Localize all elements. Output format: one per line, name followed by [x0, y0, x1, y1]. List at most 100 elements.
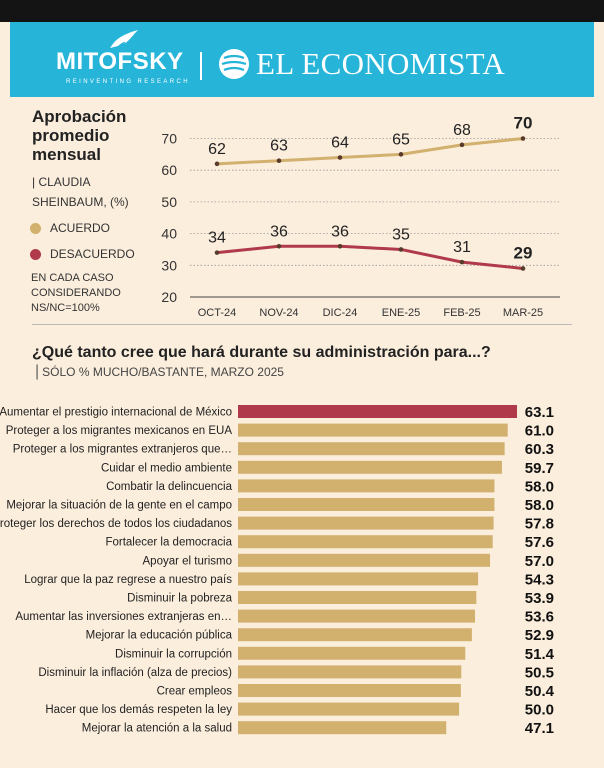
bar-value-label: 63.1: [525, 404, 554, 421]
bar: [238, 646, 466, 660]
data-point: [459, 259, 465, 265]
data-label: 36: [270, 223, 288, 240]
el-economista-logo: EL ECONOMISTA: [256, 46, 506, 81]
globe-icon: [219, 49, 249, 79]
bar: [238, 460, 502, 474]
bar-category-label: Mejorar la atención a la salud: [82, 723, 232, 735]
bar: [238, 628, 472, 642]
expectations-title: ¿Qué tanto cree que hará durante su admi…: [32, 344, 491, 380]
mitofsky-logo: MITOFSKY: [56, 48, 184, 75]
bar-category-label: Cuidar el medio ambiente: [101, 462, 232, 474]
top-bar: [0, 0, 604, 22]
header-separator: [200, 52, 202, 80]
data-label: 70: [514, 114, 533, 133]
y-tick-label: 40: [161, 226, 177, 242]
bar-category-label: Fortalecer la democracia: [105, 537, 232, 549]
legend-acuerdo: ACUERDO: [30, 221, 110, 235]
bar-category-label: Apoyar el turismo: [143, 555, 232, 567]
y-tick-label: 50: [161, 194, 177, 210]
y-tick-label: 20: [161, 289, 177, 305]
bar-category-label: Proteger a los migrantes mexicanos en EU…: [6, 425, 233, 437]
bar: [238, 665, 462, 679]
mitofsky-tagline: REINVENTING RESEARCH: [66, 79, 191, 85]
bar: [238, 442, 505, 456]
approval-subtitle: | CLAUDIA SHEINBAUM, (%): [32, 175, 129, 209]
bar: [238, 516, 494, 530]
bar: [238, 609, 475, 623]
y-tick-label: 30: [161, 257, 177, 273]
bar-category-label: Proteger los derechos de todos los ciuda…: [0, 518, 232, 530]
bar-value-label: 47.1: [525, 720, 554, 737]
section-divider: [32, 324, 572, 325]
bar-category-label: Disminuir la inflación (alza de precios): [38, 667, 232, 679]
bar-category-label: Aumentar las inversiones extranjeras en…: [15, 611, 232, 623]
legend-desacuerdo: DESACUERDO: [30, 247, 135, 261]
data-point: [214, 161, 220, 167]
bar-value-label: 57.8: [525, 516, 554, 533]
bar: [238, 591, 477, 604]
data-label: 29: [514, 243, 533, 262]
bar: [238, 498, 495, 511]
x-tick-label: DIC-24: [323, 307, 358, 319]
data-label: 62: [208, 141, 226, 158]
bar: [238, 572, 479, 586]
data-point: [459, 142, 465, 148]
x-tick-label: FEB-25: [443, 307, 480, 319]
bar-value-label: 50.4: [525, 683, 555, 700]
bar-category-label: Combatir la delincuencia: [106, 481, 233, 493]
bar: [238, 721, 447, 735]
data-label: 64: [331, 135, 349, 152]
data-label: 34: [208, 230, 226, 247]
bar-value-label: 50.5: [525, 664, 554, 681]
series-line-acuerdo: [216, 137, 524, 166]
approval-title: Aprobación promedio mensual: [32, 107, 127, 164]
bar: [238, 479, 495, 493]
expectations-title-note: SÓLO % MUCHO/BASTANTE, MARZO 2025: [42, 365, 284, 379]
data-point: [337, 243, 343, 249]
bar-value-label: 54.3: [525, 571, 554, 588]
bar-category-label: Aumentar el prestigio internacional de M…: [0, 407, 232, 419]
bar: [238, 553, 491, 567]
legend-desacuerdo-label: DESACUERDO: [50, 247, 135, 261]
series-line-desacuerdo: [216, 244, 524, 270]
bar-value-label: 58.0: [525, 478, 554, 495]
bar-category-label: Disminuir la corrupción: [115, 648, 232, 660]
x-tick-label: OCT-24: [198, 307, 237, 319]
data-label: 68: [453, 122, 471, 139]
approval-note: EN CADA CASO CONSIDERANDO NS/NC=100%: [31, 272, 121, 314]
data-point: [398, 247, 404, 252]
bar-value-label: 51.4: [525, 646, 555, 663]
bar-value-label: 52.9: [525, 627, 554, 644]
bar-category-label: Mejorar la educación pública: [86, 630, 233, 642]
data-point: [337, 155, 343, 160]
bar: [238, 684, 461, 697]
bar-category-label: Hacer que los demás respeten la ley: [45, 704, 232, 716]
legend-acuerdo-label: ACUERDO: [50, 221, 111, 235]
data-point: [276, 243, 282, 249]
bar-value-label: 53.6: [525, 609, 554, 626]
data-point: [520, 136, 526, 141]
bar: [238, 405, 517, 418]
approval-line-chart: 20 30 40 50 60 70 OCT-24 NOV-24 DIC-24 ENE-25 FEB-…: [161, 114, 560, 319]
bar-value-label: 58.0: [525, 497, 554, 514]
bar-category-label: Crear empleos: [157, 686, 233, 698]
data-label: 31: [453, 239, 471, 256]
data-label: 65: [392, 131, 410, 148]
bar-category-label: Disminuir la pobreza: [127, 593, 232, 605]
bar-value-label: 57.0: [525, 553, 554, 570]
desacuerdo-dot-icon: [30, 248, 41, 260]
x-tick-label: ENE-25: [382, 307, 421, 319]
bar-value-label: 60.3: [525, 441, 554, 458]
bar-value-label: 57.6: [525, 534, 554, 551]
data-label: 63: [270, 138, 288, 155]
bar-category-label: Lograr que la paz regrese a nuestro país: [24, 574, 232, 586]
bar-category-label: Proteger a los migrantes extranjeros que…: [13, 444, 232, 456]
bar-value-label: 50.0: [525, 702, 554, 719]
data-point: [520, 266, 526, 271]
data-label: 35: [392, 226, 410, 243]
data-point: [398, 152, 404, 157]
header-banner: [10, 22, 594, 97]
data-label: 36: [331, 223, 349, 240]
y-tick-label: 70: [161, 131, 177, 147]
data-point: [276, 158, 282, 163]
